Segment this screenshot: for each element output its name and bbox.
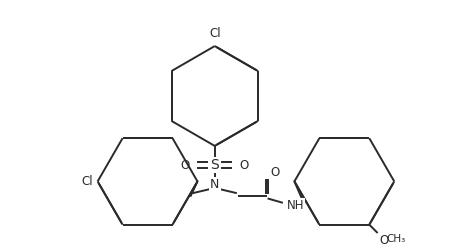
Text: O: O xyxy=(239,159,249,172)
Text: O: O xyxy=(271,166,279,179)
Text: NH: NH xyxy=(287,199,304,212)
Text: Cl: Cl xyxy=(81,175,93,188)
Text: CH₃: CH₃ xyxy=(386,234,406,244)
Text: O: O xyxy=(180,159,190,172)
Text: Cl: Cl xyxy=(209,27,220,40)
Text: N: N xyxy=(210,178,219,191)
Text: S: S xyxy=(210,158,219,172)
Text: O: O xyxy=(379,234,388,247)
